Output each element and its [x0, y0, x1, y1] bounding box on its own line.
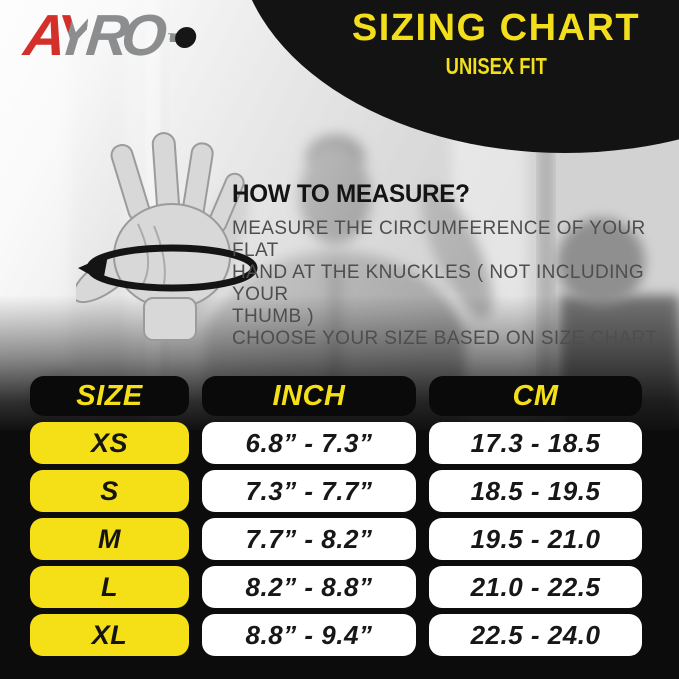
column-header-inch-label: INCH — [272, 379, 346, 412]
logo-letter-o: O — [118, 3, 164, 68]
measure-instruction-line: MEASURE THE CIRCUMFERENCE OF YOUR FLAT — [232, 218, 646, 261]
hand-measure-illustration — [72, 128, 268, 342]
size-cell-l: L — [30, 566, 189, 608]
how-to-measure-heading: HOW TO MEASURE? — [232, 180, 470, 208]
how-to-measure-section: HOW TO MEASURE? MEASURE THE CIRCUMFERENC… — [232, 180, 677, 350]
sizing-table: SIZE INCH CM XS 6.8” - 7.3” 17.3 - 18.5 … — [30, 376, 642, 656]
circumference-arrow-icon — [78, 244, 258, 292]
inch-cell-xs: 6.8” - 7.3” — [202, 422, 416, 464]
column-header-cm-label: CM — [512, 379, 559, 412]
measure-instruction-line: THUMB ) — [232, 306, 314, 327]
measure-instruction-line: HAND AT THE KNUCKLES ( NOT INCLUDING YOU… — [232, 262, 645, 305]
size-cell-xl: XL — [30, 614, 189, 656]
column-header-size-label: SIZE — [76, 379, 143, 412]
cm-cell-l: 21.0 - 22.5 — [429, 566, 642, 608]
size-cell-xs: XS — [30, 422, 189, 464]
inch-cell-m: 7.7” - 8.2” — [202, 518, 416, 560]
cm-cell-m: 19.5 - 21.0 — [429, 518, 642, 560]
measure-instruction-line: CHOOSE YOUR SIZE BASED ON SIZE CHART. — [232, 328, 662, 349]
inch-cell-xl: 8.8” - 9.4” — [202, 614, 416, 656]
inch-cell-s: 7.3” - 7.7” — [202, 470, 416, 512]
page-title: SIZING CHART — [351, 7, 641, 49]
size-cell-m: M — [30, 518, 189, 560]
cm-cell-s: 18.5 - 19.5 — [429, 470, 642, 512]
cm-cell-xs: 17.3 - 18.5 — [429, 422, 642, 464]
hand-icon — [72, 132, 258, 341]
column-header-size: SIZE — [30, 376, 189, 416]
size-cell-s: S — [30, 470, 189, 512]
title-block: SIZING CHART UNISEX FIT — [330, 7, 662, 80]
inch-cell-l: 8.2” - 8.8” — [202, 566, 416, 608]
cm-cell-xl: 22.5 - 24.0 — [429, 614, 642, 656]
column-header-inch: INCH — [202, 376, 416, 416]
page-subtitle: UNISEX FIT — [445, 52, 547, 79]
brand-logo: AYROTM — [20, 3, 198, 74]
column-header-cm: CM — [429, 376, 642, 416]
